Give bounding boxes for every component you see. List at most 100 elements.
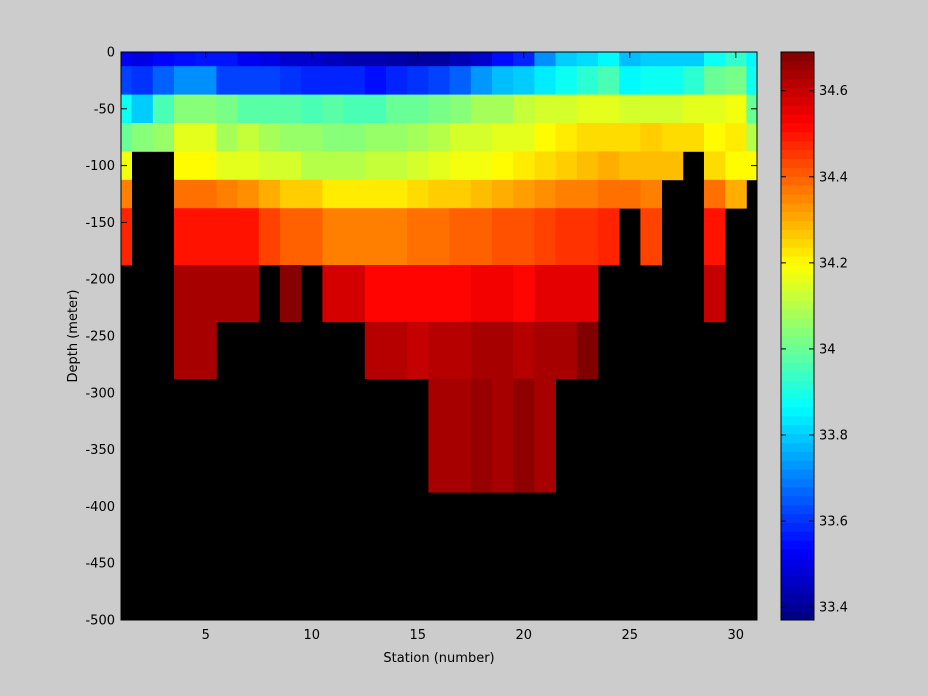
heatmap-cell bbox=[534, 151, 556, 181]
heatmap-cell bbox=[301, 179, 323, 209]
heatmap-cell bbox=[619, 123, 641, 152]
heatmap-cell bbox=[428, 208, 450, 237]
heatmap-cell bbox=[428, 123, 450, 152]
heatmap-cell bbox=[407, 350, 429, 379]
colorbar-band bbox=[781, 60, 814, 71]
heatmap-cell bbox=[576, 123, 599, 152]
colorbar-band bbox=[781, 389, 814, 399]
heatmap-cell bbox=[746, 52, 758, 67]
heatmap-cell bbox=[407, 208, 429, 237]
heatmap-cell bbox=[449, 236, 472, 266]
heatmap-cell bbox=[619, 66, 641, 95]
heatmap-cell bbox=[534, 94, 556, 124]
heatmap-cell bbox=[428, 378, 450, 408]
colorbar-band bbox=[781, 602, 814, 612]
heatmap-cell bbox=[195, 236, 217, 266]
colorbar-band bbox=[781, 513, 814, 523]
heatmap-cell bbox=[492, 463, 514, 493]
heatmap-cell bbox=[428, 179, 450, 209]
colorbar-band bbox=[781, 167, 814, 177]
heatmap-cell bbox=[513, 94, 535, 124]
heatmap-cell bbox=[280, 293, 302, 323]
heatmap-cell bbox=[280, 52, 302, 67]
heatmap-cell bbox=[576, 52, 599, 67]
heatmap-cell bbox=[216, 151, 238, 181]
heatmap-cell bbox=[364, 151, 387, 181]
x-tick-label: 5 bbox=[202, 628, 210, 643]
heatmap-cell bbox=[492, 52, 514, 67]
heatmap-cell bbox=[449, 66, 472, 95]
colorbar-tick-label: 34 bbox=[819, 342, 836, 357]
heatmap-cell bbox=[174, 179, 196, 209]
heatmap-cell bbox=[216, 123, 238, 152]
heatmap-cell bbox=[216, 52, 238, 67]
heatmap-cell bbox=[576, 94, 599, 124]
heatmap-cell bbox=[704, 52, 726, 67]
heatmap-cell bbox=[619, 151, 641, 181]
heatmap-cell bbox=[534, 293, 556, 323]
heatmap-cell bbox=[513, 236, 535, 266]
heatmap-cell bbox=[131, 123, 154, 152]
heatmap-cell bbox=[301, 208, 323, 237]
heatmap-cell bbox=[343, 52, 366, 67]
heatmap-cell bbox=[555, 66, 578, 95]
colorbar-band bbox=[781, 504, 814, 515]
heatmap-cell bbox=[470, 407, 493, 436]
heatmap-cell bbox=[407, 265, 429, 294]
heatmap-cell bbox=[301, 236, 323, 266]
heatmap-cell bbox=[704, 293, 726, 323]
heatmap-cell bbox=[534, 52, 556, 67]
heatmap-cell bbox=[364, 66, 387, 95]
y-tick-label: -100 bbox=[85, 159, 115, 174]
heatmap-cell bbox=[449, 350, 472, 379]
colorbar-band bbox=[781, 114, 814, 124]
heatmap-cell bbox=[470, 94, 493, 124]
heatmap-cell bbox=[555, 151, 578, 181]
heatmap-cell bbox=[555, 321, 578, 351]
heatmap-cell bbox=[280, 66, 302, 95]
colorbar-band bbox=[781, 495, 814, 506]
heatmap-cell bbox=[258, 123, 281, 152]
colorbar-band bbox=[781, 584, 814, 594]
heatmap-cell bbox=[470, 350, 493, 379]
colorbar-gradient bbox=[781, 52, 814, 621]
heatmap-cell bbox=[131, 94, 154, 124]
heatmap-cell bbox=[704, 123, 726, 152]
heatmap-cell bbox=[682, 123, 705, 152]
heatmap-cell bbox=[449, 151, 472, 181]
heatmap-cell bbox=[343, 151, 366, 181]
heatmap-cell bbox=[258, 66, 281, 95]
heatmap-cell bbox=[428, 293, 450, 323]
colorbar-band bbox=[781, 238, 814, 248]
heatmap-cell bbox=[725, 179, 747, 209]
heatmap-cell bbox=[555, 208, 578, 237]
heatmap-cell bbox=[386, 123, 408, 152]
heatmap-cell bbox=[704, 179, 726, 209]
heatmap-cell bbox=[492, 407, 514, 436]
heatmap-cell bbox=[237, 151, 260, 181]
heatmap-cell bbox=[195, 293, 217, 323]
heatmap-cell bbox=[386, 265, 408, 294]
heatmap-cell bbox=[174, 321, 196, 351]
heatmap-cell bbox=[555, 265, 578, 294]
y-tick-label: -200 bbox=[85, 273, 115, 288]
heatmap-cell bbox=[386, 94, 408, 124]
colorbar-band bbox=[781, 442, 814, 452]
heatmap-cell bbox=[704, 208, 726, 237]
heatmap-cell bbox=[492, 378, 514, 408]
heatmap-cell bbox=[449, 123, 472, 152]
colorbar-band bbox=[781, 105, 814, 115]
colorbar-ticks: 33.4 33.6 33.8 34 34.2 34.4 34.6 bbox=[781, 84, 848, 616]
heatmap-cell bbox=[598, 179, 620, 209]
colorbar-band bbox=[781, 282, 814, 293]
heatmap-cell bbox=[174, 52, 196, 67]
heatmap-cell bbox=[237, 94, 260, 124]
heatmap-cell bbox=[322, 151, 344, 181]
heatmap-cell bbox=[237, 66, 260, 95]
colorbar-tick-label: 33.6 bbox=[819, 515, 848, 530]
x-tick-label: 20 bbox=[516, 628, 533, 643]
heatmap-cell bbox=[301, 151, 323, 181]
colorbar-band bbox=[781, 557, 814, 568]
heatmap-cell bbox=[492, 265, 514, 294]
heatmap-cell bbox=[513, 350, 535, 379]
